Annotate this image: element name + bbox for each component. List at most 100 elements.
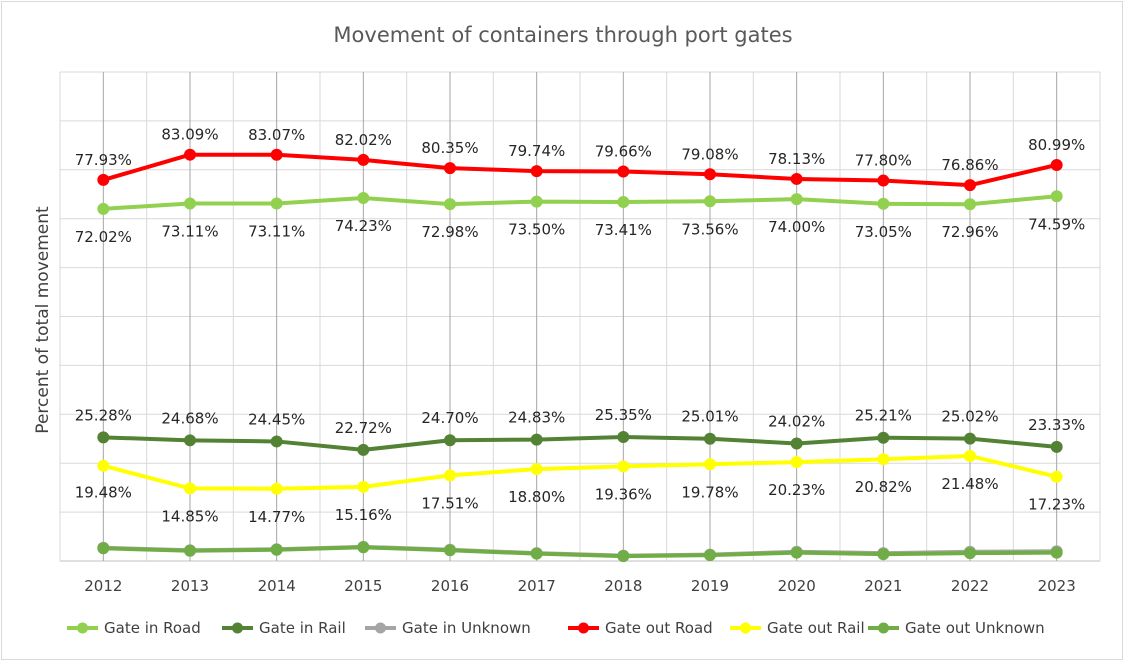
data-label: 24.83% bbox=[508, 409, 565, 427]
data-label: 74.59% bbox=[1028, 215, 1085, 233]
data-label: 20.82% bbox=[855, 478, 912, 496]
legend-swatch-marker bbox=[740, 622, 751, 634]
x-tick-label: 2015 bbox=[344, 577, 382, 595]
x-tick-label: 2019 bbox=[691, 577, 729, 595]
data-labels: 72.02% 73.11% 73.11% 74.23% 72.98% 73.50% 73.4… bbox=[75, 126, 1086, 526]
data-label: 83.09% bbox=[161, 126, 218, 144]
data-point bbox=[184, 148, 196, 161]
x-tick-label: 2021 bbox=[864, 577, 902, 595]
data-label: 21.48% bbox=[941, 475, 998, 493]
legend-swatch-marker bbox=[232, 622, 243, 634]
legend-item: Gate in Unknown bbox=[365, 619, 531, 637]
chart-title: Movement of containers through port gate… bbox=[333, 23, 792, 47]
data-point bbox=[97, 542, 110, 555]
data-point bbox=[1050, 546, 1063, 559]
series-gate-out-unknown bbox=[97, 541, 1063, 563]
data-label: 74.23% bbox=[335, 217, 392, 235]
data-point bbox=[617, 196, 630, 209]
legend-label: Gate out Rail bbox=[767, 619, 865, 637]
data-point bbox=[790, 456, 803, 469]
data-label: 73.50% bbox=[508, 221, 565, 239]
data-point bbox=[97, 459, 110, 472]
data-point bbox=[964, 449, 976, 462]
data-label: 82.02% bbox=[335, 131, 392, 149]
data-label: 79.66% bbox=[595, 142, 652, 160]
data-label: 22.72% bbox=[335, 419, 392, 437]
x-tick-label: 2020 bbox=[778, 577, 816, 595]
data-label: 72.02% bbox=[75, 228, 132, 246]
data-point bbox=[530, 547, 543, 560]
data-point bbox=[184, 434, 196, 447]
data-point bbox=[270, 435, 283, 448]
data-point bbox=[704, 195, 716, 208]
data-point bbox=[877, 197, 890, 210]
legend-label: Gate out Road bbox=[605, 619, 713, 637]
data-label: 25.02% bbox=[941, 408, 998, 426]
data-label: 77.93% bbox=[75, 151, 132, 169]
legend-label: Gate in Road bbox=[104, 619, 201, 637]
data-label: 25.28% bbox=[75, 406, 132, 424]
data-label: 24.45% bbox=[248, 410, 305, 428]
data-point bbox=[877, 548, 890, 561]
gridlines bbox=[59, 71, 1101, 562]
data-point bbox=[530, 463, 543, 476]
data-point bbox=[444, 469, 456, 482]
data-point bbox=[184, 482, 196, 495]
series-line bbox=[103, 194, 1057, 211]
data-label: 73.11% bbox=[161, 222, 218, 240]
legend-label: Gate in Unknown bbox=[402, 619, 531, 637]
legend-swatch-marker bbox=[578, 622, 589, 634]
x-tick-label: 2013 bbox=[171, 577, 209, 595]
data-point bbox=[1050, 158, 1063, 171]
data-label: 79.08% bbox=[681, 145, 738, 163]
data-label: 77.80% bbox=[855, 152, 912, 170]
legend-swatch-marker bbox=[878, 622, 889, 634]
data-label: 25.01% bbox=[681, 408, 738, 426]
data-point bbox=[357, 443, 370, 456]
data-point bbox=[444, 162, 456, 175]
data-point bbox=[97, 173, 110, 186]
data-point bbox=[270, 543, 283, 556]
data-label: 76.86% bbox=[941, 156, 998, 174]
data-point bbox=[444, 544, 456, 557]
data-point bbox=[790, 437, 803, 450]
data-point bbox=[964, 198, 976, 211]
data-point bbox=[444, 434, 456, 447]
data-point bbox=[877, 431, 890, 444]
x-tick-label: 2018 bbox=[604, 577, 642, 595]
legend-label: Gate out Unknown bbox=[905, 619, 1045, 637]
data-point bbox=[964, 432, 976, 445]
data-point bbox=[877, 174, 890, 187]
series-gate-out-road bbox=[97, 148, 1063, 192]
data-point bbox=[270, 148, 283, 161]
data-label: 25.21% bbox=[855, 407, 912, 425]
x-axis-ticks: 2012 2013 2014 2015 2016 2017 2018 2019 2020 2021… bbox=[84, 577, 1076, 595]
data-label: 19.36% bbox=[595, 485, 652, 503]
data-point bbox=[617, 550, 630, 563]
data-label: 80.99% bbox=[1028, 136, 1085, 154]
series-line bbox=[102, 453, 1058, 491]
data-point bbox=[270, 197, 283, 210]
legend-label: Gate in Rail bbox=[259, 619, 346, 637]
x-tick-label: 2017 bbox=[518, 577, 556, 595]
series-gate-in-road bbox=[97, 190, 1063, 215]
data-label: 14.77% bbox=[248, 508, 305, 526]
data-label: 73.11% bbox=[248, 222, 305, 240]
data-point bbox=[357, 480, 370, 493]
legend-swatch-marker bbox=[77, 622, 88, 634]
data-point bbox=[357, 192, 370, 205]
data-label: 15.16% bbox=[335, 506, 392, 524]
data-point bbox=[704, 549, 716, 562]
x-tick-label: 2023 bbox=[1038, 577, 1076, 595]
data-label: 25.35% bbox=[595, 406, 652, 424]
data-label: 72.96% bbox=[941, 223, 998, 241]
data-label: 24.02% bbox=[768, 413, 825, 431]
data-label: 24.68% bbox=[161, 409, 218, 427]
data-point bbox=[184, 197, 196, 210]
legend-item: Gate out Unknown bbox=[868, 619, 1045, 637]
data-label: 73.41% bbox=[595, 221, 652, 239]
data-label: 80.35% bbox=[421, 139, 478, 157]
legend-item: Gate out Rail bbox=[730, 619, 865, 637]
x-tick-label: 2022 bbox=[951, 577, 989, 595]
